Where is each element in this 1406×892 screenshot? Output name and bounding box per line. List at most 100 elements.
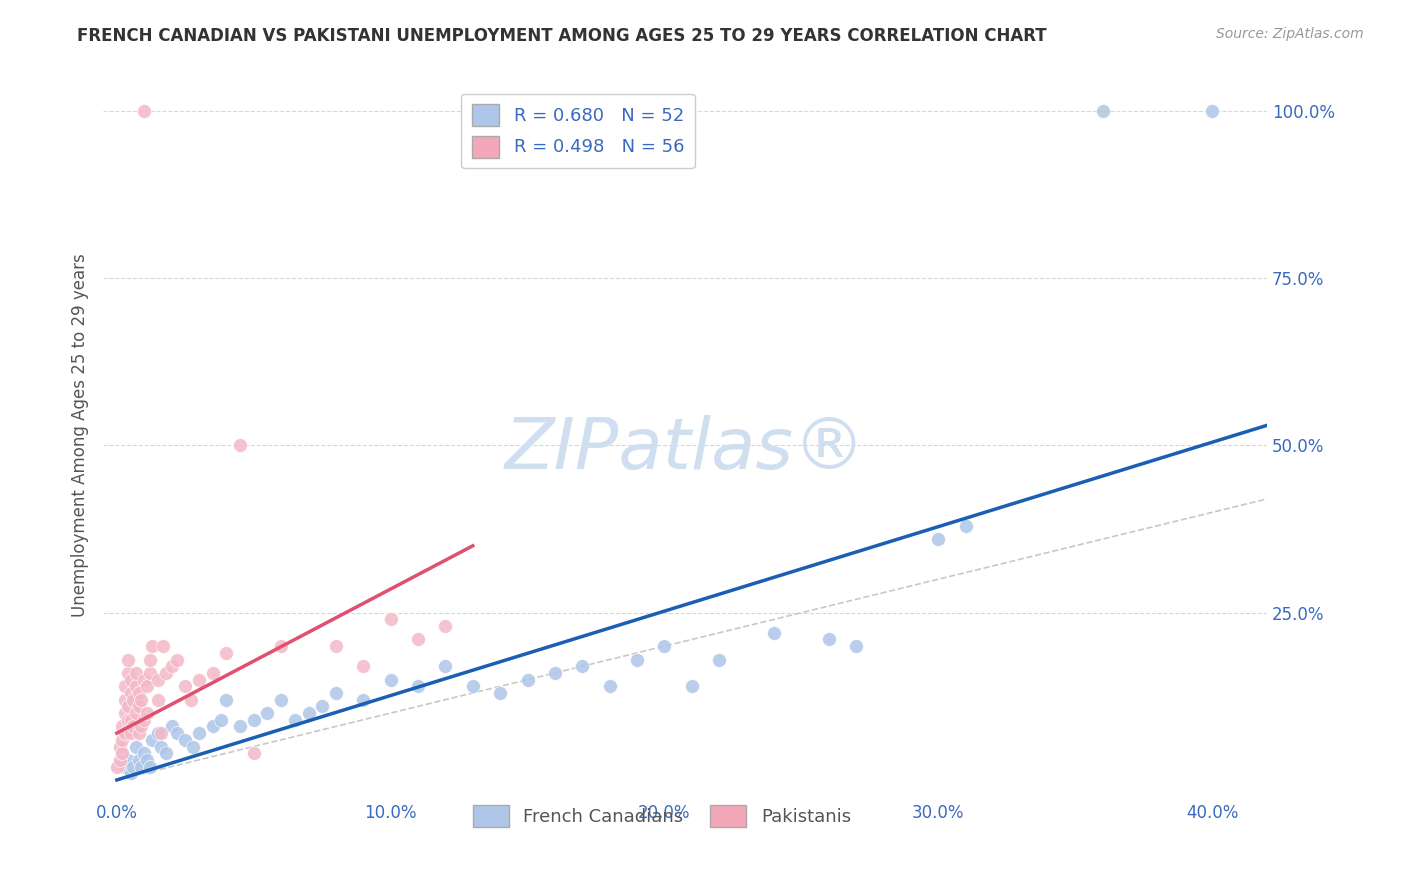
Point bbox=[201, 665, 224, 680]
Point bbox=[134, 746, 156, 760]
Point bbox=[709, 652, 731, 666]
Point bbox=[146, 673, 169, 687]
Point bbox=[122, 692, 145, 706]
Point bbox=[155, 665, 177, 680]
Text: Source: ZipAtlas.com: Source: ZipAtlas.com bbox=[1216, 27, 1364, 41]
Point bbox=[111, 746, 134, 760]
Point bbox=[160, 719, 183, 733]
Point bbox=[516, 673, 538, 687]
Point bbox=[128, 686, 150, 700]
Point bbox=[114, 706, 136, 720]
Point bbox=[111, 719, 134, 733]
Point bbox=[146, 726, 169, 740]
Point bbox=[406, 632, 429, 647]
Point bbox=[120, 686, 142, 700]
Point bbox=[352, 692, 374, 706]
Point bbox=[120, 713, 142, 727]
Point bbox=[108, 739, 131, 754]
Point bbox=[380, 673, 402, 687]
Point bbox=[215, 692, 238, 706]
Point bbox=[325, 639, 347, 653]
Point bbox=[166, 726, 188, 740]
Point bbox=[201, 719, 224, 733]
Point bbox=[434, 619, 457, 633]
Legend: French Canadians, Pakistanis: French Canadians, Pakistanis bbox=[465, 798, 858, 834]
Point bbox=[927, 532, 949, 546]
Point bbox=[128, 726, 150, 740]
Point bbox=[125, 665, 148, 680]
Point bbox=[544, 665, 567, 680]
Point bbox=[120, 673, 142, 687]
Point bbox=[311, 699, 333, 714]
Point bbox=[845, 639, 868, 653]
Point bbox=[134, 673, 156, 687]
Point bbox=[136, 679, 159, 693]
Point bbox=[131, 759, 153, 773]
Point bbox=[125, 739, 148, 754]
Point bbox=[128, 699, 150, 714]
Point bbox=[122, 759, 145, 773]
Text: FRENCH CANADIAN VS PAKISTANI UNEMPLOYMENT AMONG AGES 25 TO 29 YEARS CORRELATION : FRENCH CANADIAN VS PAKISTANI UNEMPLOYMEN… bbox=[77, 27, 1047, 45]
Point bbox=[242, 746, 264, 760]
Point bbox=[817, 632, 839, 647]
Point bbox=[122, 719, 145, 733]
Point bbox=[136, 706, 159, 720]
Point bbox=[352, 659, 374, 673]
Point bbox=[155, 746, 177, 760]
Point bbox=[125, 706, 148, 720]
Point bbox=[654, 639, 676, 653]
Point bbox=[128, 753, 150, 767]
Point bbox=[160, 659, 183, 673]
Point bbox=[763, 625, 786, 640]
Point bbox=[134, 713, 156, 727]
Point bbox=[117, 753, 139, 767]
Point bbox=[571, 659, 593, 673]
Point bbox=[188, 673, 211, 687]
Point bbox=[138, 665, 160, 680]
Point bbox=[461, 679, 484, 693]
Point bbox=[174, 732, 197, 747]
Point bbox=[141, 639, 163, 653]
Point bbox=[146, 692, 169, 706]
Point bbox=[215, 646, 238, 660]
Point bbox=[229, 719, 252, 733]
Point bbox=[242, 713, 264, 727]
Point bbox=[125, 679, 148, 693]
Point bbox=[955, 518, 977, 533]
Point bbox=[325, 686, 347, 700]
Point bbox=[114, 692, 136, 706]
Point bbox=[256, 706, 278, 720]
Point bbox=[120, 726, 142, 740]
Point bbox=[105, 759, 128, 773]
Point bbox=[108, 753, 131, 767]
Point bbox=[229, 438, 252, 452]
Point bbox=[114, 759, 136, 773]
Point bbox=[166, 652, 188, 666]
Point bbox=[174, 679, 197, 693]
Point bbox=[117, 699, 139, 714]
Point bbox=[131, 692, 153, 706]
Point bbox=[183, 739, 205, 754]
Point bbox=[297, 706, 319, 720]
Point bbox=[284, 713, 307, 727]
Point bbox=[138, 759, 160, 773]
Point bbox=[111, 732, 134, 747]
Point bbox=[599, 679, 621, 693]
Point bbox=[406, 679, 429, 693]
Point bbox=[270, 692, 292, 706]
Text: ZIPatlas®: ZIPatlas® bbox=[505, 415, 866, 484]
Point bbox=[141, 732, 163, 747]
Point bbox=[136, 753, 159, 767]
Point bbox=[117, 652, 139, 666]
Point bbox=[111, 746, 134, 760]
Point bbox=[489, 686, 512, 700]
Point bbox=[114, 726, 136, 740]
Point bbox=[188, 726, 211, 740]
Point bbox=[180, 692, 202, 706]
Point bbox=[134, 103, 156, 118]
Point bbox=[681, 679, 703, 693]
Point bbox=[1201, 103, 1223, 118]
Point bbox=[1091, 103, 1114, 118]
Point bbox=[209, 713, 232, 727]
Point bbox=[114, 679, 136, 693]
